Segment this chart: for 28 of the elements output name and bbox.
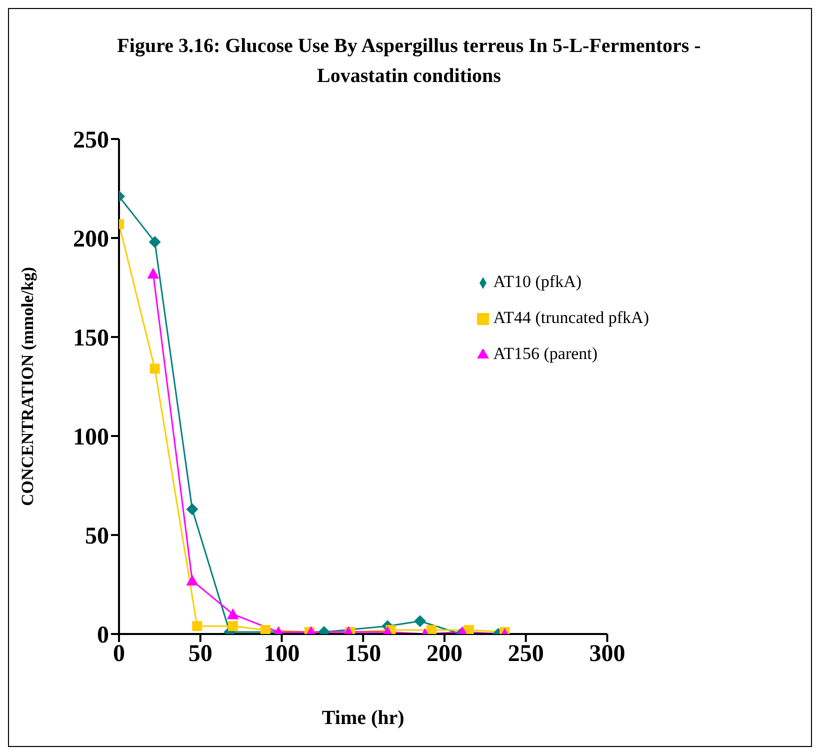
point [426,625,436,634]
point [260,625,270,634]
x-tick-label: 300 [589,641,626,668]
point [226,608,239,620]
point [186,574,198,586]
point [186,503,198,516]
x-tick-label: 100 [264,641,300,668]
point [464,625,474,634]
chart-title: Figure 3.16: Glucose Use By Aspergillus terreus In 5-L-Fermentors -Lovastatin conditions [116,34,702,89]
x-tick-label: 50 [188,641,212,668]
x-tick-label: 0 [113,641,125,668]
legend-label: AT10 (pfkA) [493,272,582,291]
x-tick-label: 250 [508,641,544,668]
y-tick-label: 250 [73,128,109,154]
y-axis-title: CONCENTRATION (mmole/kg) [18,266,38,506]
point [148,236,161,248]
y-tick-label: 0 [97,622,109,649]
x-axis-title: Time (hr) [322,707,404,729]
legend-label: AT156 (parent) [493,344,598,363]
x-tick-label: 200 [426,641,462,668]
point [147,268,160,279]
x-tick-label: 150 [345,641,382,668]
y-tick-label: 200 [73,226,109,253]
legend-label: AT44 (truncated pfkA) [493,308,649,327]
y-tick-label: 150 [73,326,109,352]
y-tick-label: 100 [73,424,109,451]
y-tick-label: 50 [85,524,109,550]
point [150,364,160,374]
